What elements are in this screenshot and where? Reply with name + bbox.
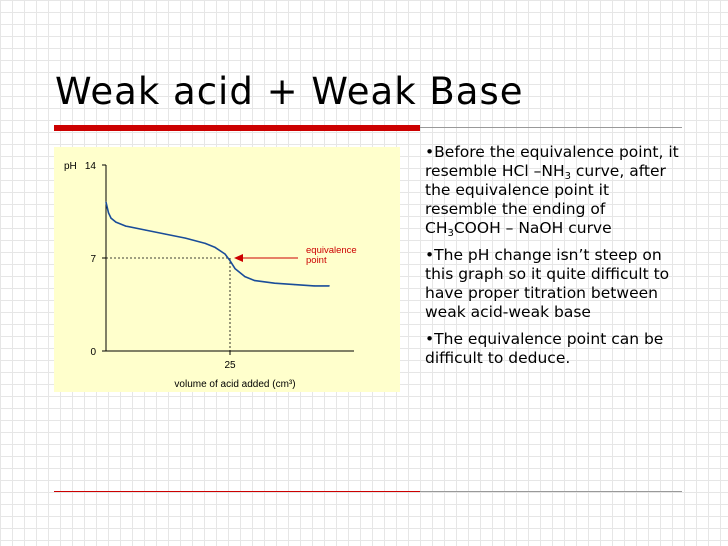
curve-point [274, 282, 276, 284]
curve-point [110, 217, 112, 219]
x-tick-label: 25 [224, 360, 236, 371]
chart-svg: 0 7 14 pH 25 volume of acid added (cm³) equiv… [64, 161, 357, 390]
titration-curve [105, 202, 330, 287]
bullet-2: •The pH change isn’t steep on this graph… [425, 246, 685, 322]
equivalence-label-line: point [306, 255, 327, 266]
equivalence-guides [106, 257, 231, 351]
curve-point [145, 229, 147, 231]
equivalence-label: equivalence point [306, 245, 357, 266]
bullet-list: •Before the equivalence point, it resemb… [425, 143, 685, 376]
equivalence-arrow-head [234, 254, 243, 262]
curve-point [224, 253, 226, 255]
bullet-text: The pH change isn’t steep on this graph … [425, 246, 670, 321]
curve-point [125, 225, 127, 227]
footer-rule-red [54, 491, 420, 492]
bullet-text: COOH – NaOH curve [453, 219, 612, 237]
chart-axes: 0 7 14 pH 25 volume of acid added (cm³) [64, 161, 354, 390]
curve-point [234, 268, 236, 270]
slide-title: Weak acid + Weak Base [55, 70, 524, 113]
bullet-text: curve, after the equivalence point it re… [425, 162, 666, 237]
curve-point [244, 276, 246, 278]
bullet-3: •The equivalence point can be difficult … [425, 330, 685, 368]
equivalence-label-line: equivalence [306, 245, 357, 256]
bullet-text: The equivalence point can be difficult t… [425, 330, 664, 367]
curve-point [229, 260, 231, 262]
curve-point [105, 201, 107, 203]
bullet-text: Before the equivalence point, it resembl… [425, 143, 679, 180]
curve-point [204, 242, 206, 244]
x-axis-label: volume of acid added (cm³) [174, 379, 295, 390]
curve-point [313, 285, 315, 287]
subscript: 3 [447, 228, 454, 239]
y-tick-label: 0 [90, 347, 96, 358]
curve-point [328, 285, 330, 287]
curve-point [164, 233, 167, 235]
curve-point [254, 279, 256, 282]
chart-series [105, 201, 330, 287]
y-axis-label: pH [64, 161, 77, 172]
bullet-marker: • [425, 143, 435, 161]
curve-point [184, 237, 186, 239]
curve-point [107, 212, 110, 214]
curve-point [214, 246, 216, 248]
title-underline-red [54, 125, 420, 131]
equivalence-annotation: equivalence point [234, 245, 357, 266]
bullet-marker: • [425, 246, 435, 264]
titration-chart: 0 7 14 pH 25 volume of acid added (cm³) equiv… [54, 147, 400, 392]
y-tick-label: 14 [85, 161, 97, 172]
title-underline-gray [420, 127, 682, 128]
footer-rule-gray [420, 491, 682, 492]
y-tick-label: 7 [90, 254, 96, 265]
curve-point [115, 221, 117, 223]
bullet-marker: • [425, 330, 435, 348]
subscript: 3 [564, 171, 571, 182]
curve-point [293, 283, 296, 286]
bullet-1: •Before the equivalence point, it resemb… [425, 143, 685, 239]
